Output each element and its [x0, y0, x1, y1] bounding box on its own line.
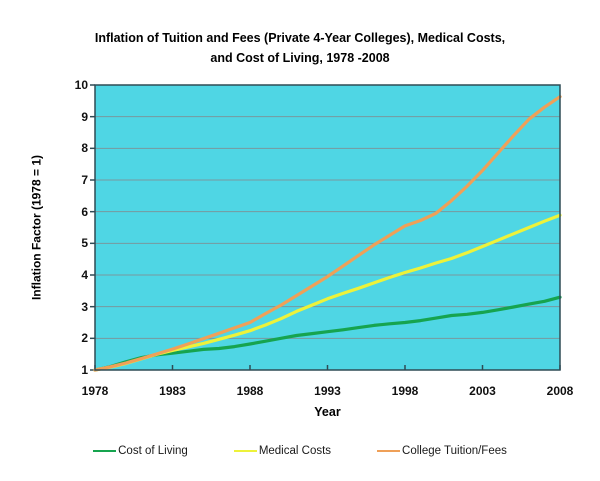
y-tick-label: 6 — [81, 204, 88, 219]
y-tick-label: 9 — [81, 109, 88, 124]
y-tick-label: 7 — [81, 173, 88, 187]
plot-background — [95, 85, 560, 370]
x-tick-label: 2008 — [546, 384, 574, 398]
x-tick-label: 1988 — [236, 384, 264, 398]
legend-item: Medical Costs — [233, 444, 332, 458]
y-tick-label: 5 — [81, 236, 88, 251]
x-tick-label: 1993 — [314, 384, 341, 398]
x-tick-label: 1983 — [159, 384, 186, 398]
x-tick-label: 1998 — [391, 384, 419, 398]
legend-label: College Tuition/Fees — [402, 445, 507, 457]
y-axis-title: Inflation Factor (1978 = 1) — [29, 154, 44, 301]
y-tick-label: 3 — [81, 299, 88, 314]
legend-label: Cost of Living — [118, 445, 188, 457]
series-line-cost-of-living — [93, 295, 562, 372]
chart-title: Inflation of Tuition and Fees (Private 4… — [0, 28, 600, 68]
chart-title-line2: and Cost of Living, 1978 -2008 — [210, 51, 390, 65]
y-tick-label: 8 — [81, 141, 88, 156]
y-tick-label: 4 — [81, 268, 88, 282]
chart-title-line1: Inflation of Tuition and Fees (Private 4… — [94, 31, 506, 45]
y-tick-label: 2 — [81, 331, 88, 346]
legend: Cost of Living Medical Costs College Tuiti… — [0, 444, 600, 458]
legend-item: Cost of Living — [93, 444, 188, 458]
legend-label: Medical Costs — [258, 445, 332, 457]
legend-line-swatch — [93, 449, 117, 453]
x-tick-label: 1978 — [81, 384, 109, 398]
x-axis-title: Year — [314, 405, 341, 419]
legend-item: College Tuition/Fees — [377, 444, 507, 458]
y-tick-label: 10 — [74, 78, 88, 92]
y-tick-label: 1 — [81, 363, 88, 377]
series-line-college-tuition-fees — [93, 95, 562, 372]
plot-border — [94, 84, 561, 371]
x-tick-label: 2003 — [469, 384, 496, 398]
legend-line-swatch — [377, 449, 401, 453]
legend-line-swatch — [233, 449, 257, 453]
